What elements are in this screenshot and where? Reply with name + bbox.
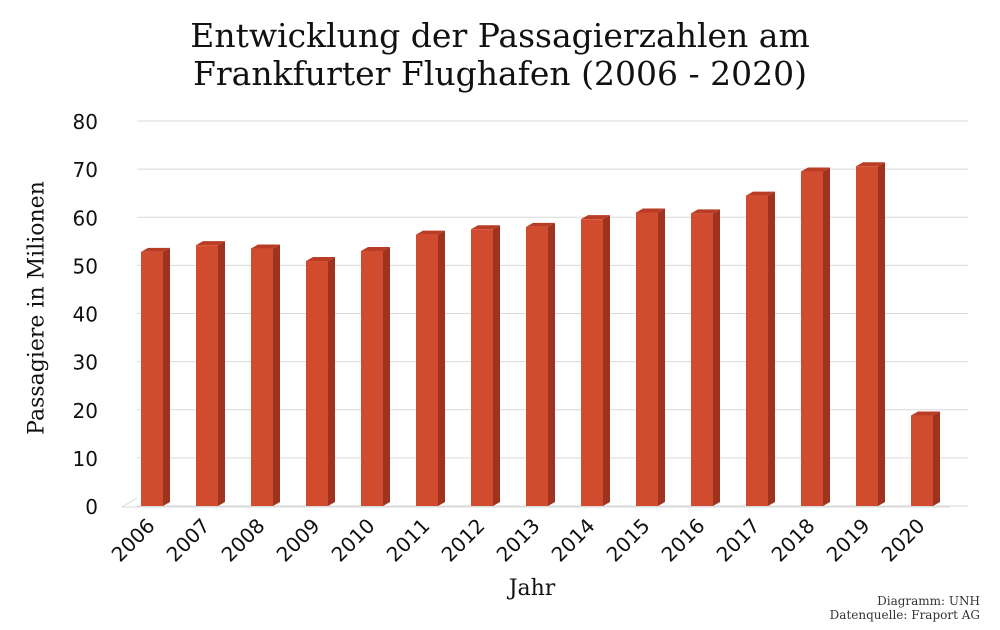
y-tick-label: 50 — [73, 254, 98, 278]
bar-2014 — [581, 215, 610, 507]
bar-side — [878, 162, 885, 507]
bar-side — [768, 191, 775, 506]
bar-top — [416, 230, 445, 235]
bar-front — [196, 245, 218, 506]
bar-top — [251, 244, 280, 249]
bar-2009 — [306, 257, 335, 506]
bar-top — [581, 215, 610, 220]
y-axis-label: Passagiere in Milionen — [24, 181, 50, 435]
bar-front — [746, 195, 768, 506]
x-tick-label: 2011 — [382, 514, 435, 567]
bar-side — [713, 209, 720, 506]
bar-top — [361, 246, 390, 251]
bar-side — [328, 257, 335, 506]
bar-top — [801, 167, 830, 172]
bar-top — [471, 225, 500, 230]
y-tick-label: 40 — [73, 303, 98, 327]
bar-side — [493, 225, 500, 506]
chart-title-line-1: Entwicklung der Passagierzahlen am — [190, 16, 810, 55]
bar-front — [416, 234, 438, 506]
bar-front — [691, 213, 713, 506]
y-tick-label: 60 — [73, 206, 98, 230]
bar-2013 — [526, 222, 555, 506]
x-tick-label: 2014 — [547, 514, 600, 567]
x-tick-labels: 2006 2007 2008 2009 2010 2011 2012 2013 2014 2015… — [107, 514, 930, 567]
bar-2012 — [471, 225, 500, 506]
x-tick-label: 2012 — [437, 514, 490, 567]
bar-side — [933, 411, 940, 506]
bar-side — [658, 208, 665, 506]
y-tick-labels: 0 10 20 30 40 50 60 70 80 — [73, 110, 98, 519]
bar-top — [196, 241, 225, 246]
bar-2010 — [361, 246, 390, 506]
x-tick-label: 2020 — [877, 514, 930, 567]
credit-source: Datenquelle: Fraport AG — [829, 608, 980, 622]
bar-top — [526, 222, 555, 227]
bar-2018 — [801, 167, 830, 506]
bar-side — [218, 241, 225, 506]
bar-top — [141, 247, 170, 252]
y-tick-label: 80 — [73, 110, 98, 134]
bar-2020 — [911, 411, 940, 506]
bar-2007 — [196, 241, 225, 506]
bars — [141, 162, 940, 507]
bar-side — [438, 230, 445, 506]
bar-top — [691, 209, 720, 214]
bar-front — [911, 415, 933, 506]
bar-2016 — [691, 209, 720, 506]
x-tick-label: 2019 — [822, 514, 875, 567]
bar-side — [603, 215, 610, 507]
bar-front — [581, 219, 603, 507]
x-axis-label: Jahr — [508, 576, 556, 601]
y-tick-label: 0 — [85, 495, 98, 519]
x-tick-label: 2015 — [602, 514, 655, 567]
bar-top — [911, 411, 940, 416]
y-tick-label: 10 — [73, 447, 98, 471]
bar-front — [306, 261, 328, 506]
bar-front — [636, 212, 658, 506]
bar-front — [141, 251, 163, 506]
bar-2008 — [251, 244, 280, 506]
bar-side — [548, 222, 555, 506]
bar-front — [471, 229, 493, 506]
bar-side — [383, 246, 390, 506]
x-tick-label: 2006 — [107, 514, 160, 567]
bar-front — [801, 171, 823, 506]
bar-front — [526, 226, 548, 506]
x-tick-label: 2009 — [272, 514, 325, 567]
chart-title-line-2: Frankfurter Flughafen (2006 - 2020) — [193, 54, 807, 93]
x-tick-label: 2018 — [767, 514, 820, 567]
y-tick-label: 30 — [73, 351, 98, 375]
bar-2006 — [141, 247, 170, 506]
x-tick-label: 2017 — [712, 514, 765, 567]
bar-side — [273, 244, 280, 506]
x-tick-label: 2010 — [327, 514, 380, 567]
bar-2015 — [636, 208, 665, 506]
bar-2011 — [416, 230, 445, 506]
bar-top — [636, 208, 665, 213]
bar-front — [856, 166, 878, 507]
bar-top — [856, 162, 885, 167]
credit-diagram: Diagramm: UNH — [877, 594, 980, 608]
bar-front — [251, 248, 273, 506]
y-tick-label: 70 — [73, 158, 98, 182]
bar-2019 — [856, 162, 885, 507]
bar-front — [361, 250, 383, 506]
x-tick-label: 2016 — [657, 514, 710, 567]
bar-side — [163, 247, 170, 506]
baseline-depth — [121, 497, 138, 508]
y-tick-label: 20 — [73, 399, 98, 423]
x-tick-label: 2008 — [217, 514, 270, 567]
bar-2017 — [746, 191, 775, 506]
x-tick-label: 2013 — [492, 514, 545, 567]
bar-side — [823, 167, 830, 506]
x-tick-label: 2007 — [162, 514, 215, 567]
bar-top — [306, 257, 335, 262]
bar-top — [746, 191, 775, 196]
